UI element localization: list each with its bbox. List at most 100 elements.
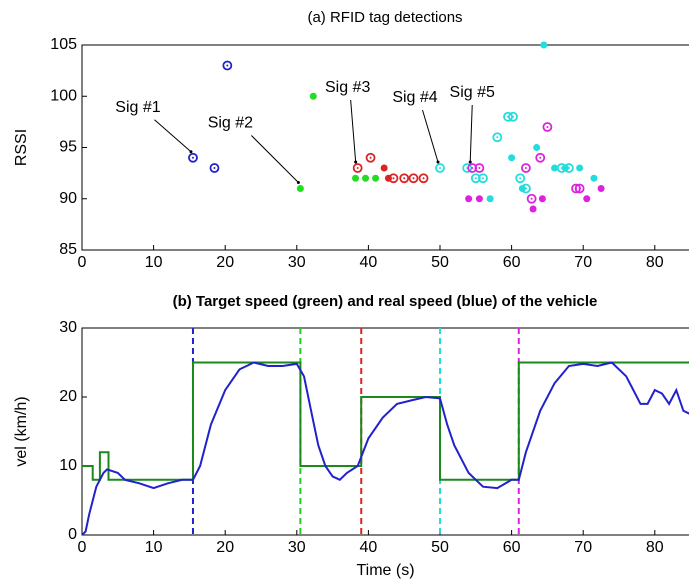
arrow-head <box>354 160 358 164</box>
point <box>352 174 360 182</box>
point <box>508 154 516 162</box>
y-tick-label: 0 <box>68 526 77 543</box>
annotation-arrow <box>154 119 192 153</box>
point-center <box>474 177 477 180</box>
point <box>538 195 546 203</box>
point <box>222 60 233 71</box>
point <box>492 132 503 143</box>
x-tick-label: 70 <box>574 254 592 271</box>
point <box>380 164 388 172</box>
point <box>465 195 473 203</box>
point <box>574 183 585 194</box>
point <box>435 163 445 173</box>
point-center <box>519 177 522 180</box>
point-center <box>213 167 216 169</box>
point <box>296 185 304 192</box>
x-tick-label: 20 <box>216 254 234 271</box>
arrow-head <box>296 181 300 184</box>
point <box>521 163 531 173</box>
point <box>352 163 363 173</box>
series-line <box>82 361 689 481</box>
x-axis-label: Time (s) <box>356 562 414 579</box>
point <box>542 122 553 132</box>
annotation: Sig #5 <box>450 84 495 101</box>
point <box>533 144 541 151</box>
point-center <box>439 167 441 169</box>
x-tick-label: 0 <box>78 254 87 271</box>
x-tick-label: 10 <box>145 254 163 271</box>
y-axis-label: vel (km/h) <box>13 396 30 466</box>
annotation-arrow <box>350 99 357 163</box>
x-tick-label: 50 <box>431 539 449 556</box>
point-center <box>578 187 581 190</box>
point <box>188 152 198 163</box>
arrow-head <box>189 150 193 154</box>
y-tick-label: 95 <box>59 139 77 156</box>
point <box>583 195 591 203</box>
point <box>503 111 513 122</box>
point-center <box>191 156 194 159</box>
x-tick-label: 60 <box>503 539 521 556</box>
point <box>478 173 488 184</box>
point-center <box>356 167 359 169</box>
point <box>540 41 548 49</box>
x-tick-label: 50 <box>431 254 449 271</box>
point-center <box>524 167 527 169</box>
point <box>384 174 392 182</box>
point-center <box>539 156 542 159</box>
y-tick-label: 85 <box>59 241 77 258</box>
point <box>535 152 546 163</box>
y-tick-label: 100 <box>50 87 77 104</box>
axes-box <box>81 327 689 536</box>
annotation-arrow <box>469 104 473 163</box>
annotation: Sig #1 <box>115 99 160 116</box>
point-center <box>226 64 229 67</box>
point-center <box>496 136 499 139</box>
point <box>372 174 380 182</box>
arrow-head <box>436 160 440 164</box>
point <box>475 195 483 203</box>
axes-box <box>81 44 689 251</box>
point-center <box>530 197 533 200</box>
point <box>309 92 317 100</box>
point <box>518 185 526 192</box>
point <box>551 164 559 172</box>
point <box>399 173 410 184</box>
x-tick-label: 30 <box>288 254 306 271</box>
x-tick-label: 40 <box>360 539 378 556</box>
point <box>526 193 537 204</box>
point <box>590 174 598 182</box>
point-center <box>422 177 425 180</box>
annotation-arrow <box>251 135 299 183</box>
point <box>515 173 526 184</box>
y-tick-label: 105 <box>50 36 77 53</box>
point <box>209 163 220 173</box>
annotation: Sig #4 <box>392 89 437 106</box>
point-center <box>546 126 549 128</box>
point-center <box>369 156 372 159</box>
point <box>486 195 494 203</box>
annotation: Sig #2 <box>208 115 253 132</box>
x-tick-label: 10 <box>145 539 163 556</box>
point <box>508 111 518 122</box>
x-tick-label: 70 <box>574 539 592 556</box>
point <box>462 163 473 173</box>
x-tick-label: 30 <box>288 539 306 556</box>
y-axis-label: RSSI <box>13 129 30 166</box>
point-center <box>512 115 515 118</box>
point-center <box>412 177 415 180</box>
x-tick-label: 80 <box>646 539 664 556</box>
point <box>365 152 376 163</box>
point <box>408 173 419 184</box>
x-tick-label: 0 <box>78 539 87 556</box>
y-tick-label: 10 <box>59 457 77 474</box>
y-tick-label: 30 <box>59 319 77 336</box>
chart-title: (b) Target speed (green) and real speed … <box>173 293 598 310</box>
point-center <box>403 177 406 180</box>
point <box>529 205 537 213</box>
x-tick-label: 60 <box>503 254 521 271</box>
point <box>561 164 569 172</box>
point-center <box>392 177 395 180</box>
x-tick-label: 40 <box>360 254 378 271</box>
